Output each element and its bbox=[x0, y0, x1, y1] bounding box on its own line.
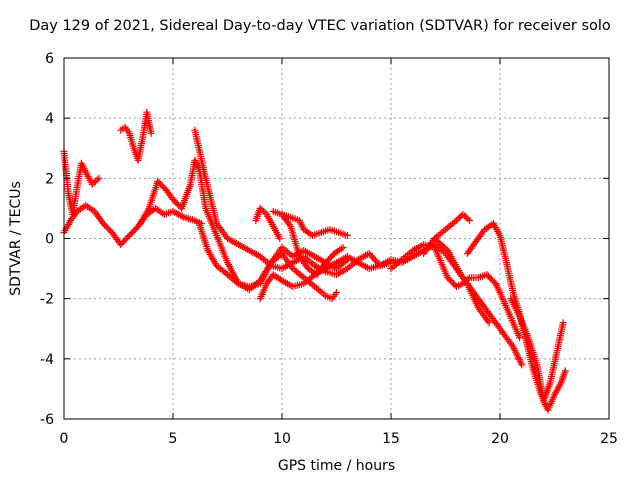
data-markers bbox=[60, 108, 569, 414]
y-tick-label: -4 bbox=[40, 352, 54, 368]
data-point bbox=[485, 319, 493, 327]
data-point bbox=[466, 217, 473, 224]
y-tick-label: 4 bbox=[45, 111, 54, 127]
data-point bbox=[431, 235, 439, 242]
y-tick-label: 2 bbox=[45, 171, 54, 187]
data-point bbox=[90, 179, 98, 187]
data-point bbox=[461, 212, 469, 220]
y-tick-label: 6 bbox=[45, 51, 54, 67]
data-point bbox=[276, 235, 284, 242]
data-point bbox=[439, 242, 447, 250]
data-point bbox=[95, 174, 103, 182]
series-satellite-track-10 bbox=[278, 210, 351, 239]
y-tick-label: 0 bbox=[45, 232, 54, 248]
x-tick-label: 15 bbox=[382, 431, 400, 447]
series-satellite-track-2 bbox=[60, 147, 103, 218]
data-point bbox=[456, 213, 464, 221]
data-point bbox=[368, 253, 376, 261]
data-point bbox=[516, 334, 524, 342]
series-satellite-track-5 bbox=[191, 126, 395, 279]
data-point bbox=[434, 238, 442, 245]
data-point bbox=[339, 244, 347, 251]
data-point bbox=[367, 251, 375, 259]
y-tick-label: -6 bbox=[40, 412, 54, 428]
data-point bbox=[93, 176, 101, 184]
data-point bbox=[343, 232, 351, 239]
data-point bbox=[464, 215, 472, 223]
data-point bbox=[437, 241, 445, 248]
chart-title: Day 129 of 2021, Sidereal Day-to-day VTE… bbox=[29, 18, 611, 34]
data-point bbox=[147, 129, 155, 137]
series-satellite-track-8 bbox=[252, 204, 284, 242]
x-tick-label: 20 bbox=[491, 431, 509, 447]
data-point bbox=[459, 210, 467, 218]
series-satellite-track-15 bbox=[507, 295, 567, 405]
series-satellite-track-6 bbox=[195, 220, 351, 291]
data-point bbox=[432, 236, 440, 244]
data-point bbox=[258, 206, 266, 214]
y-tick-label: -2 bbox=[40, 292, 54, 308]
data-point bbox=[92, 177, 100, 185]
data-point bbox=[260, 207, 267, 215]
data-point bbox=[440, 244, 448, 251]
data-point bbox=[371, 256, 379, 264]
data-point bbox=[337, 245, 345, 253]
data-point bbox=[561, 367, 569, 375]
x-tick-label: 10 bbox=[273, 431, 291, 447]
data-point bbox=[157, 180, 165, 188]
data-point bbox=[452, 217, 460, 224]
y-axis-label: SDTVAR / TECUs bbox=[8, 181, 24, 296]
x-axis-label: GPS time / hours bbox=[278, 458, 395, 474]
data-point bbox=[333, 289, 340, 297]
axis-ticks: 0 5 10 15 20 25 -6 -4 -2 0 2 4 6 bbox=[40, 51, 618, 447]
data-point bbox=[88, 180, 96, 188]
data-point bbox=[370, 255, 378, 263]
data-point bbox=[436, 239, 443, 247]
data-point bbox=[102, 223, 110, 230]
x-tick-label: 0 bbox=[60, 431, 69, 447]
data-point bbox=[454, 215, 462, 223]
data-point bbox=[124, 233, 132, 241]
data-point bbox=[256, 204, 264, 212]
data-point bbox=[518, 361, 526, 369]
data-point bbox=[559, 319, 567, 327]
x-tick-label: 25 bbox=[600, 431, 618, 447]
data-point bbox=[462, 213, 470, 221]
series-satellite-track-3 bbox=[117, 108, 155, 164]
x-tick-label: 5 bbox=[169, 431, 178, 447]
series-satellite-track-13 bbox=[431, 235, 526, 369]
